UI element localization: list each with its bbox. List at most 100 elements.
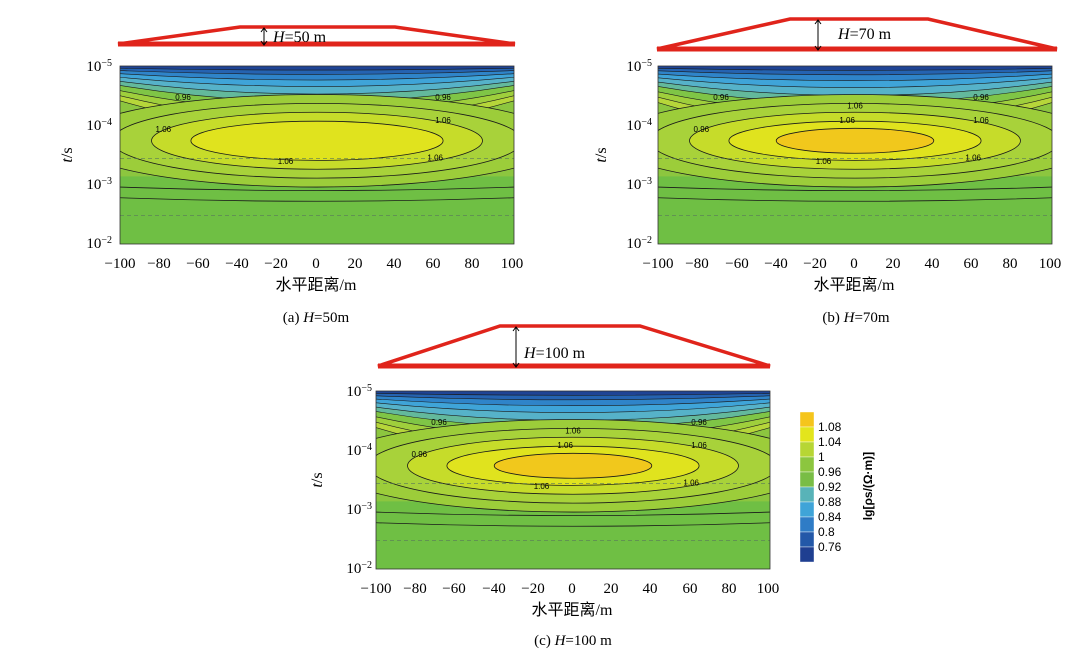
contour-label: 1.06 (683, 478, 699, 487)
y-axis-label-a: t/s (59, 147, 76, 162)
svg-text:10−2: 10−2 (626, 235, 652, 253)
contour-plot-b: 0.96 0.96 0.96 1.06 1.06 1.06 1.06 1.06 (657, 65, 1053, 245)
colorbar-swatch (799, 411, 815, 428)
contour-label: 1.06 (565, 427, 581, 436)
x-axis-label-b: 水平距离/m (814, 276, 895, 294)
contour-line (120, 186, 514, 191)
y-tick-label: 10 (86, 118, 101, 134)
colorbar-swatch (799, 531, 815, 548)
x-tick-label: 40 (925, 256, 940, 272)
x-tick-label: −60 (442, 581, 465, 597)
contour-band (658, 66, 1052, 71)
plot-frame (375, 390, 771, 570)
contour-label: 0.96 (175, 93, 191, 102)
panel-b: H=70 m 0.96 0.960.961.061.06 1.061.061.06 … (593, 17, 1062, 326)
x-axis-label-a: 水平距离/m (276, 276, 357, 294)
y-tick-label: 10 (346, 502, 361, 518)
svg-text:10−3: 10−3 (626, 176, 652, 194)
y-axis-c: 10−5 10−4 10−3 10−2 t/s (309, 383, 372, 578)
contour-label: 0.96 (412, 450, 428, 459)
y-axis-b: 10−5 10−4 10−3 10−2 t/s (593, 58, 652, 253)
x-tick-label: −100 (361, 581, 392, 597)
x-tick-label: −100 (643, 256, 674, 272)
x-tick-label: 60 (964, 256, 979, 272)
colorbar-swatch (799, 501, 815, 518)
x-tick-label: 40 (387, 256, 402, 272)
x-tick-label: −80 (147, 256, 170, 272)
contour-label: 0.96 (694, 125, 710, 134)
caption-a: (a) H=50m (283, 310, 350, 326)
y-axis-label-c: t/s (309, 472, 326, 487)
x-tick-label: −20 (521, 581, 544, 597)
colorbar-swatch (799, 516, 815, 533)
panel-c: H=100 m 0.96 0.96 0.96 1.06 1.06 1.06 1.06 1.06… (309, 324, 779, 649)
x-tick-label: 80 (722, 581, 737, 597)
contour-label: 0.96 (435, 93, 451, 102)
colorbar-tick-label: 1 (818, 450, 825, 464)
height-arrow-c (512, 326, 520, 368)
contour-label: 1.06 (557, 441, 573, 450)
y-tick-label: 10 (626, 59, 641, 75)
height-arrow-a (260, 27, 268, 46)
model-label-c: H=100 m (523, 345, 586, 362)
contour-plot-a: 0.96 0.96 1.06 1.06 1.06 1.06 (119, 65, 515, 245)
x-tick-label: 100 (501, 256, 524, 272)
x-tick-label: −40 (225, 256, 248, 272)
colorbar-tick-label: 1.08 (818, 420, 842, 434)
contour-line (376, 522, 770, 527)
y-axis-a: 10−5 10−4 10−3 10−2 t/s (59, 58, 112, 253)
contour-band (376, 391, 770, 396)
x-tick-label: −60 (725, 256, 748, 272)
svg-text:10−3: 10−3 (346, 501, 372, 519)
x-tick-label: 80 (1003, 256, 1018, 272)
contour-label: 1.06 (427, 153, 443, 162)
contour-line (658, 197, 1052, 202)
x-axis-b: −100 −80 −60 −40 −20 0 20 40 60 80 100 水… (643, 256, 1062, 294)
x-tick-label: −60 (186, 256, 209, 272)
contour-line (658, 186, 1052, 191)
model-label-a: H=50 m (272, 29, 327, 46)
colorbar-swatch (799, 486, 815, 503)
caption-b: (b) H=70m (822, 310, 890, 326)
y-tick-label: 10 (626, 177, 641, 193)
contour-label: 0.96 (713, 93, 729, 102)
x-tick-label: −80 (403, 581, 426, 597)
contour-label: 1.06 (534, 482, 550, 491)
x-tick-label: 100 (1039, 256, 1062, 272)
plot-frame (119, 65, 515, 245)
y-tick-label: 10 (86, 177, 101, 193)
y-tick-label: 10 (626, 118, 641, 134)
x-tick-label: 0 (568, 581, 576, 597)
svg-text:10−3: 10−3 (86, 176, 112, 194)
contour-label: 0.96 (691, 418, 707, 427)
height-arrow-b (814, 19, 822, 51)
colorbar-swatches (799, 411, 815, 563)
colorbar-title: lg[ρs/(Ω·m)] (861, 452, 875, 520)
x-tick-label: 20 (348, 256, 363, 272)
x-tick-label: −40 (764, 256, 787, 272)
model-label-b: H=70 m (837, 26, 892, 43)
x-tick-label: 0 (312, 256, 320, 272)
contour-plot-c: 0.96 0.96 0.96 1.06 1.06 1.06 1.06 1.06 (375, 390, 771, 570)
x-axis-label-c: 水平距离/m (532, 601, 613, 619)
colorbar-swatch (799, 546, 815, 563)
x-axis-a: −100 −80 −60 −40 −20 0 20 40 60 80 100 水… (105, 256, 524, 294)
x-tick-label: −20 (803, 256, 826, 272)
colorbar-swatch (799, 456, 815, 473)
contour-label: 1.06 (816, 157, 832, 166)
svg-text:10−2: 10−2 (86, 235, 112, 253)
contour-label: 0.96 (431, 418, 447, 427)
x-tick-label: 20 (604, 581, 619, 597)
contour-band (190, 120, 444, 161)
contour-label: 1.06 (839, 116, 855, 125)
colorbar-swatch (799, 441, 815, 458)
contour-label: 1.06 (965, 153, 981, 162)
colorbar-tick-label: 0.76 (818, 540, 842, 554)
y-tick-label: 10 (346, 561, 361, 577)
svg-text:10−4: 10−4 (626, 117, 652, 135)
plot-frame (657, 65, 1053, 245)
colorbar-tick-label: 0.84 (818, 510, 842, 524)
